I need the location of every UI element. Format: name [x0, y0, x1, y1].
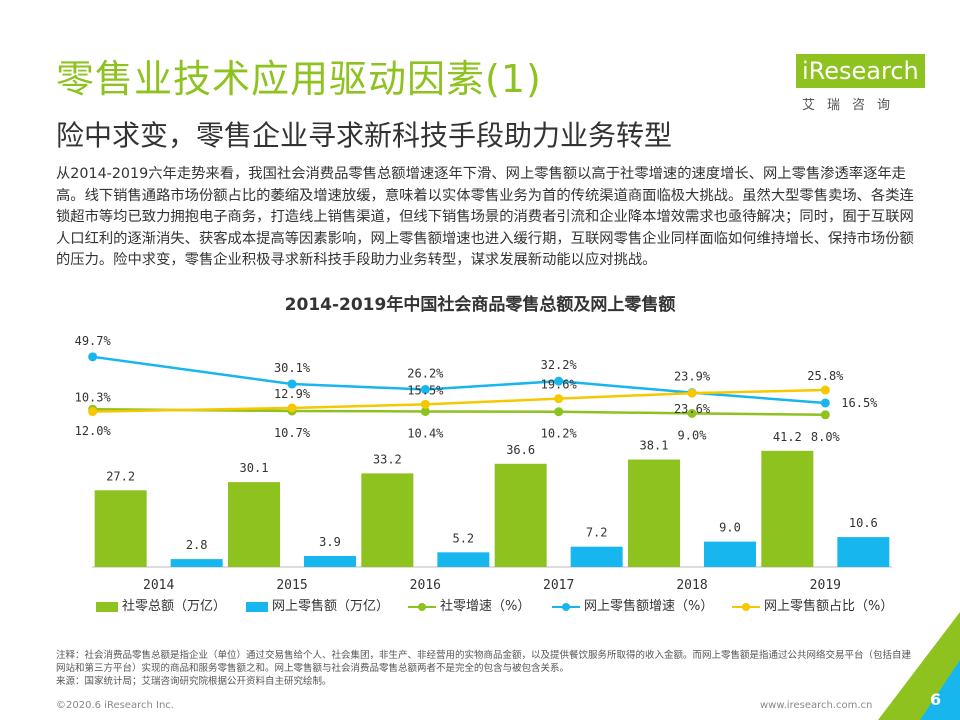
line-point [420, 406, 430, 416]
line-point [554, 394, 564, 404]
page-subtitle: 险中求变，零售企业寻求新科技手段助力业务转型 [56, 119, 673, 152]
x-tick-label: 2018 [676, 578, 707, 593]
line-data-label: 10.2% [541, 427, 578, 441]
line-series-2 [92, 388, 826, 413]
line-point [820, 410, 830, 420]
line-data-label: 26.2% [407, 366, 444, 380]
line-data-label: 10.4% [407, 426, 444, 440]
copyright: ©2020.6 iResearch Inc. [56, 700, 174, 711]
bar-data-label: 10.6 [849, 516, 878, 530]
site-link[interactable]: www.iresearch.com.cn [760, 700, 873, 711]
legend-label: 社零增速（%） [440, 599, 531, 614]
bar-data-label: 9.0 [719, 521, 741, 535]
bar-data-label: 5.2 [452, 531, 474, 545]
line-point [687, 388, 697, 398]
bar-data-label: 3.9 [319, 535, 341, 549]
bar-data-label: 38.1 [640, 439, 669, 453]
legend-item-retail-total: 社零总额（万亿） [96, 597, 226, 617]
legend-swatch-line [552, 602, 580, 611]
line-point [687, 408, 697, 418]
bar-online-total [170, 559, 223, 567]
line-data-label: 10.3% [75, 391, 112, 405]
bar-data-label: 7.2 [586, 526, 608, 540]
iresearch-logo: iResearch 艾瑞咨询 [790, 52, 925, 113]
bar-retail-total [761, 450, 814, 567]
line-point [820, 398, 830, 408]
x-tick-label: 2019 [810, 578, 841, 593]
body-paragraph: 从2014-2019六年走势来看，我国社会消费品零售总额增速逐年下滑、网上零售额… [56, 166, 914, 268]
bar-retail-total [228, 482, 280, 567]
line-point [88, 352, 98, 362]
line-data-label: 23.6% [674, 402, 711, 416]
bar-data-label: 2.8 [186, 538, 208, 552]
bar-online-total [304, 556, 356, 567]
x-tick-label: 2016 [410, 578, 441, 593]
bar-data-label: 30.1 [240, 461, 269, 475]
chart-canvas: 2014 27.2 2.8 2015 30.1 3.9 2016 33.2 5.2 2017 36.… [75, 334, 892, 593]
line-point [287, 403, 297, 413]
x-tick-label: 2017 [543, 578, 574, 593]
bar-retail-total [361, 473, 414, 567]
legend-item-retail-growth: 社零增速（%） [408, 597, 530, 617]
bar-data-label: 41.2 [773, 430, 802, 444]
bar-data-label: 33.2 [373, 452, 402, 466]
legend-item-online-growth: 网上零售额增速（%） [552, 597, 713, 617]
source-text: 来源：国家统计局；艾瑞咨询研究院根据公开资料自主研究绘制。 [56, 676, 332, 687]
line-data-label: 12.9% [274, 387, 311, 401]
chart-title: 2014-2019年中国社会商品零售总额及网上零售额 [284, 295, 676, 315]
x-tick-label: 2014 [143, 578, 174, 593]
note-text: 注释：社会消费品零售总额是指企业（单位）通过交易售给个人、社会集团，非生产、非经… [56, 650, 912, 674]
line-data-label: 30.1% [274, 361, 311, 375]
line-data-label: 32.2% [541, 358, 578, 372]
legend-swatch-line [732, 602, 760, 611]
line-point [88, 407, 98, 417]
bar-online-total [570, 546, 623, 567]
bar-data-label: 27.2 [106, 469, 135, 483]
footnote: 注释：社会消费品零售总额是指企业（单位）通过交易售给个人、社会集团，非生产、非经… [56, 649, 916, 688]
line-point [420, 399, 430, 409]
bar-retail-total [628, 459, 680, 567]
line-series-0 [92, 407, 826, 417]
logo-wordmark: iResearch [796, 54, 925, 88]
legend-label: 社零总额（万亿） [122, 599, 227, 614]
bar-data-label: 36.6 [506, 443, 535, 457]
page-title: 零售业技术应用驱动因素(1) [56, 57, 542, 101]
legend-label: 网上零售额占比（%） [764, 599, 894, 614]
line-data-label: 16.5% [841, 396, 878, 410]
line-data-label: 10.7% [274, 426, 311, 440]
bar-online-total [437, 552, 490, 567]
line-data-label: 9.0% [678, 428, 708, 442]
legend-label: 网上零售额（万亿） [272, 599, 390, 614]
line-series-1 [92, 355, 826, 405]
line-point [554, 407, 564, 417]
line-data-label: 25.8% [807, 369, 844, 383]
line-point [287, 379, 297, 389]
line-point [420, 384, 430, 394]
line-point [820, 385, 830, 395]
legend-item-online-total: 网上零售额（万亿） [246, 597, 389, 617]
line-data-label: 23.9% [674, 370, 711, 384]
legend-swatch-bar [96, 601, 118, 612]
line-data-label: 49.7% [75, 334, 112, 348]
legend-swatch-bar [246, 601, 268, 612]
legend-swatch-line [408, 602, 436, 611]
line-data-label: 15.5% [407, 383, 444, 397]
line-data-label: 12.0% [75, 424, 112, 438]
bar-online-total [837, 537, 890, 567]
bar-online-total [704, 541, 756, 567]
legend-label: 网上零售额增速（%） [584, 599, 714, 614]
page-number: 6 [930, 690, 942, 709]
legend-item-online-share: 网上零售额占比（%） [732, 597, 893, 617]
logo-cn-text: 艾瑞咨询 [802, 98, 903, 113]
bar-retail-total [494, 463, 547, 567]
line-point [554, 376, 564, 386]
line-data-label: 19.6% [541, 378, 578, 392]
bar-retail-total [94, 490, 147, 567]
x-tick-label: 2015 [276, 578, 307, 593]
line-data-label: 8.0% [811, 430, 841, 444]
